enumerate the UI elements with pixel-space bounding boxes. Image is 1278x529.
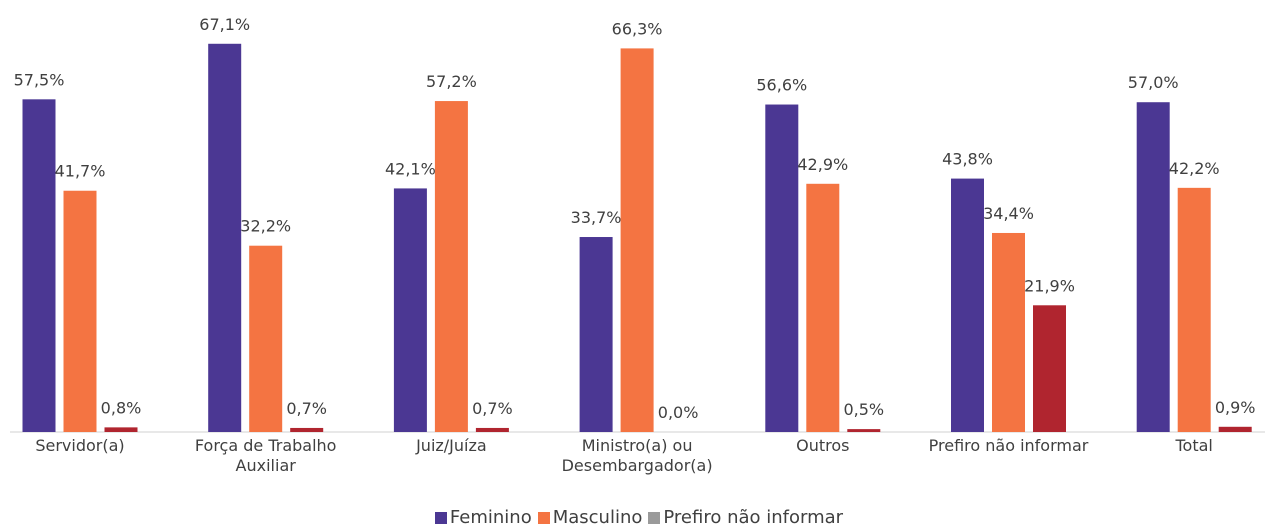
bar	[434, 101, 468, 433]
value-label: 42,2%	[1169, 159, 1220, 178]
legend-item: Masculino	[537, 507, 643, 528]
bar	[992, 232, 1025, 432]
x-tick-label: Juiz/Juíza	[416, 436, 487, 455]
legend-swatch	[648, 512, 661, 524]
bar	[249, 245, 283, 432]
value-label: 0,9%	[1215, 398, 1256, 417]
value-label: 32,2%	[240, 217, 291, 236]
bar	[393, 188, 427, 432]
value-label: 57,0%	[1128, 73, 1179, 92]
bar	[290, 427, 324, 432]
bar	[951, 178, 984, 432]
bar	[1177, 187, 1211, 432]
bar	[579, 237, 613, 432]
value-label: 42,1%	[385, 159, 436, 178]
x-tick-label: Outros	[796, 436, 850, 455]
value-label: 0,0%	[658, 403, 699, 422]
legend-item: Feminino	[434, 507, 532, 528]
bar	[1033, 305, 1066, 432]
value-label: 0,8%	[101, 398, 142, 417]
x-tick-label: Prefiro não informar	[928, 436, 1089, 455]
legend-swatch	[537, 512, 550, 524]
value-label: 67,1%	[199, 15, 250, 34]
bar	[104, 427, 138, 432]
x-tick-label: Servidor(a)	[35, 436, 125, 455]
bar	[63, 190, 97, 432]
bar	[806, 183, 840, 432]
value-label: 0,7%	[286, 399, 327, 418]
bar	[475, 427, 509, 432]
bar	[765, 104, 799, 433]
legend-item: Prefiro não informar	[648, 507, 843, 528]
legend-label: Feminino	[449, 507, 532, 528]
x-tick-label: Força de Trabalho Auxiliar	[194, 436, 337, 475]
value-label: 66,3%	[612, 19, 663, 38]
value-label: 56,6%	[756, 76, 807, 95]
value-label: 57,5%	[14, 70, 65, 89]
value-label: 0,5%	[843, 400, 884, 419]
bar	[22, 99, 56, 433]
value-label: 57,2%	[426, 72, 477, 91]
bar	[620, 48, 654, 433]
bar	[847, 429, 881, 432]
value-label: 21,9%	[1024, 276, 1075, 295]
x-tick-label: Total	[1175, 436, 1213, 455]
value-label: 41,7%	[55, 162, 106, 181]
bar	[1136, 102, 1170, 432]
bar	[1218, 426, 1252, 432]
value-label: 34,4%	[983, 204, 1034, 223]
legend-label: Masculino	[552, 507, 643, 528]
value-label: 43,8%	[942, 150, 993, 169]
legend-swatch	[434, 512, 447, 524]
value-label: 0,7%	[472, 399, 513, 418]
x-tick-label: Ministro(a) ou Desembargador(a)	[561, 436, 713, 475]
value-label: 33,7%	[571, 208, 622, 227]
value-label: 42,9%	[797, 155, 848, 174]
bar	[208, 43, 242, 433]
legend: Feminino Masculino Prefiro não informar	[0, 507, 1278, 528]
legend-label: Prefiro não informar	[663, 507, 844, 528]
